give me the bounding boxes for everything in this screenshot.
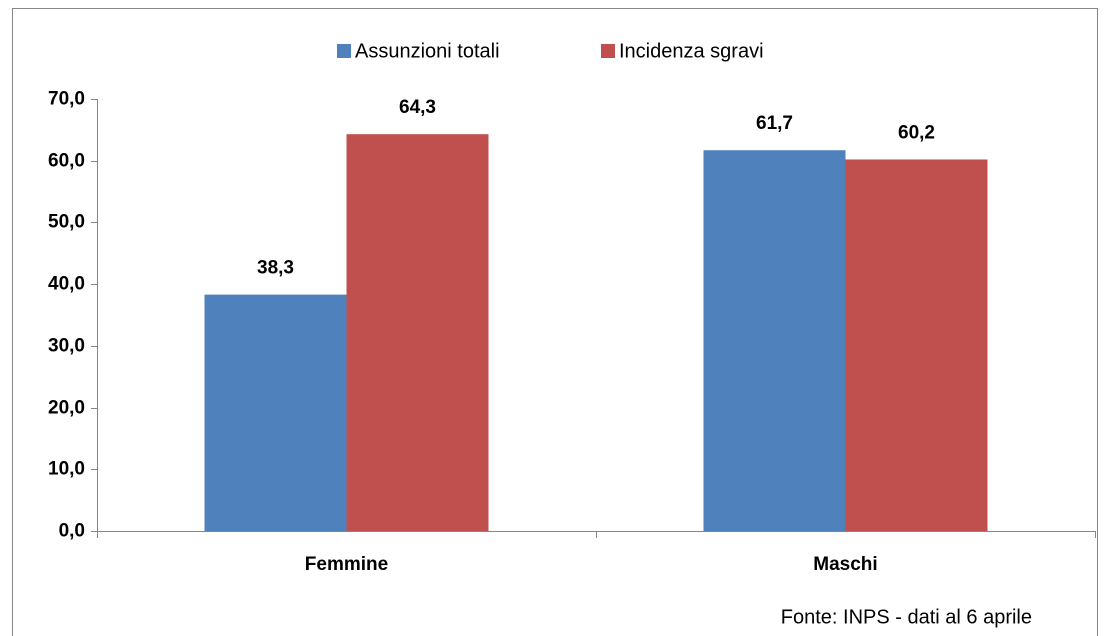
y-tick-label: 30,0 — [48, 336, 85, 357]
legend-swatch — [601, 44, 615, 58]
y-tick-label: 20,0 — [48, 398, 85, 419]
y-tick-label: 70,0 — [48, 89, 85, 110]
bar — [346, 134, 489, 532]
y-tick-label: 0,0 — [59, 521, 85, 542]
y-tick-label: 10,0 — [48, 459, 85, 480]
y-tick-label: 50,0 — [48, 212, 85, 233]
legend-label: Incidenza sgravi — [619, 40, 764, 62]
annotation: Fonte: INPS - dati al 6 aprile — [781, 606, 1032, 628]
data-label: 60,2 — [898, 122, 935, 143]
legend-label: Assunzioni totali — [355, 40, 500, 62]
data-label: 61,7 — [756, 113, 793, 134]
data-label: 64,3 — [399, 97, 436, 118]
data-label: 38,3 — [257, 258, 294, 279]
bar — [703, 150, 846, 532]
y-tick-label: 60,0 — [48, 151, 85, 172]
legend-swatch — [337, 44, 351, 58]
bar — [204, 294, 347, 531]
y-tick-label: 40,0 — [48, 274, 85, 295]
bar — [845, 159, 988, 532]
x-tick-label: Femmine — [305, 554, 388, 575]
x-tick-label: Maschi — [813, 554, 877, 575]
